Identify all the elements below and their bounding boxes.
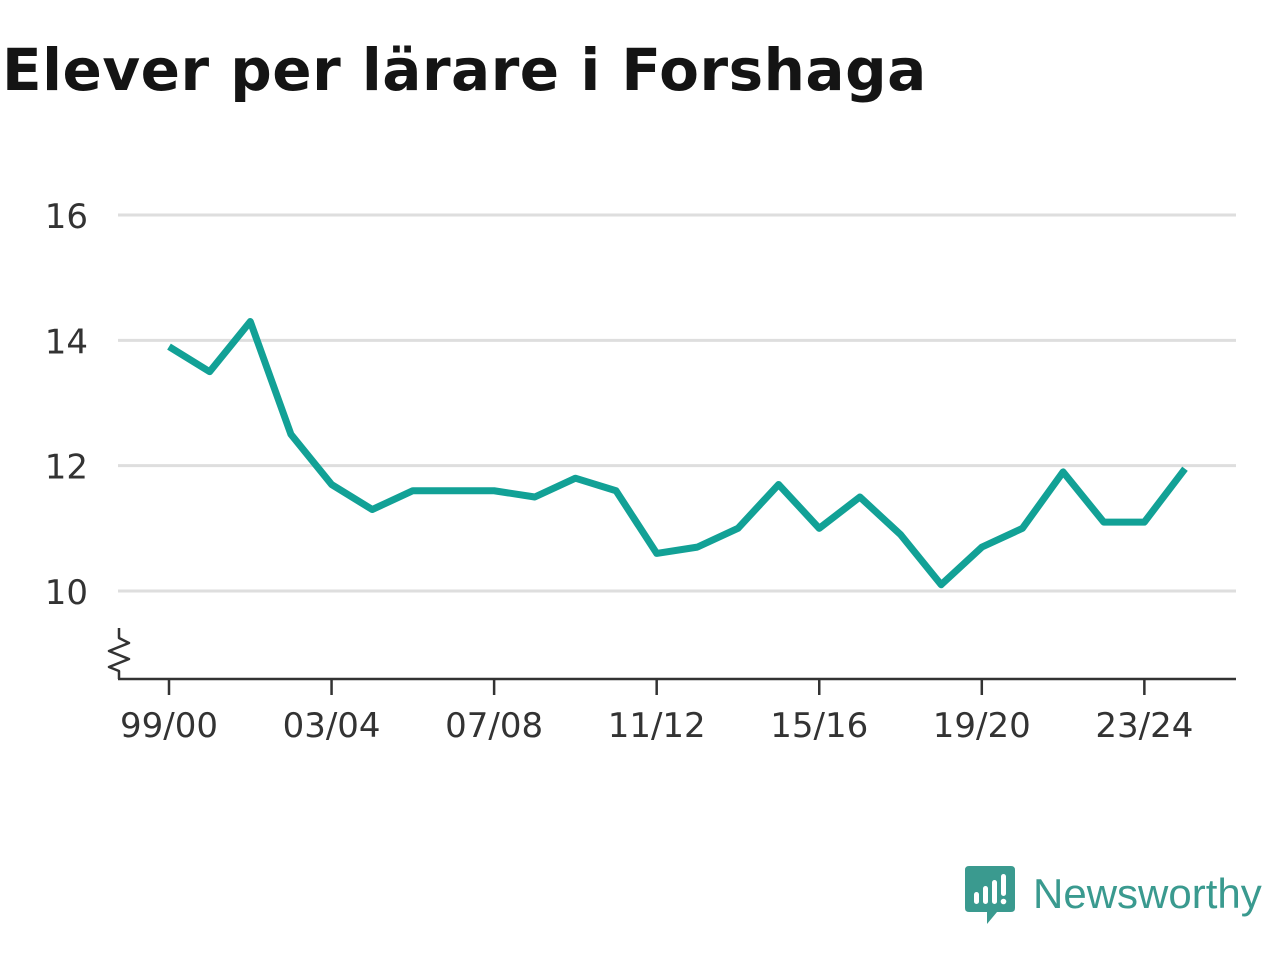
newsworthy-logo-icon bbox=[965, 866, 1015, 924]
y-tick-label: 16 bbox=[45, 197, 88, 237]
data-point bbox=[737, 528, 738, 529]
gridlines bbox=[118, 213, 1236, 593]
data-point bbox=[534, 497, 535, 498]
data-point bbox=[412, 490, 413, 491]
data-point bbox=[331, 484, 332, 485]
y-tick-label: 12 bbox=[45, 448, 88, 488]
y-tick-label: 14 bbox=[45, 322, 88, 362]
data-point bbox=[494, 490, 495, 491]
data-point bbox=[697, 547, 698, 548]
data-point bbox=[900, 534, 901, 535]
x-tick-label: 07/08 bbox=[445, 706, 543, 746]
x-tick-label: 99/00 bbox=[120, 706, 218, 746]
x-tick-label: 19/20 bbox=[933, 706, 1031, 746]
data-point bbox=[250, 321, 251, 322]
data-point bbox=[981, 547, 982, 548]
x-tick-label: 11/12 bbox=[608, 706, 706, 746]
series-layer bbox=[167, 318, 1188, 589]
data-point bbox=[290, 434, 291, 435]
data-point bbox=[575, 478, 576, 479]
brand-name: Newsworthy bbox=[1033, 870, 1262, 917]
data-point bbox=[1103, 522, 1104, 523]
x-tick-label: 23/24 bbox=[1095, 706, 1193, 746]
chart-title: Elever per lärare i Forshaga bbox=[2, 36, 927, 104]
data-point bbox=[656, 553, 657, 554]
data-point bbox=[1144, 522, 1145, 523]
data-point bbox=[616, 490, 617, 491]
y-axis-break-icon bbox=[107, 628, 131, 679]
data-point bbox=[453, 490, 454, 491]
data-point bbox=[819, 528, 820, 529]
data-point bbox=[778, 484, 779, 485]
data-point bbox=[941, 584, 942, 585]
data-point bbox=[169, 346, 170, 347]
x-tick-label: 03/04 bbox=[283, 706, 381, 746]
x-tick-label: 15/16 bbox=[770, 706, 868, 746]
axes: 10 12 14 16 99/00 03/04 07/08 11/12 15/16 19/20 23… bbox=[45, 197, 1236, 746]
data-point bbox=[209, 371, 210, 372]
data-point bbox=[859, 497, 860, 498]
series-line bbox=[167, 318, 1188, 589]
data-point bbox=[1022, 528, 1023, 529]
brand-logo: Newsworthy bbox=[965, 866, 1262, 926]
y-tick-label: 10 bbox=[45, 573, 88, 613]
data-point bbox=[1063, 471, 1064, 472]
data-point bbox=[1185, 468, 1186, 469]
data-point bbox=[372, 509, 373, 510]
